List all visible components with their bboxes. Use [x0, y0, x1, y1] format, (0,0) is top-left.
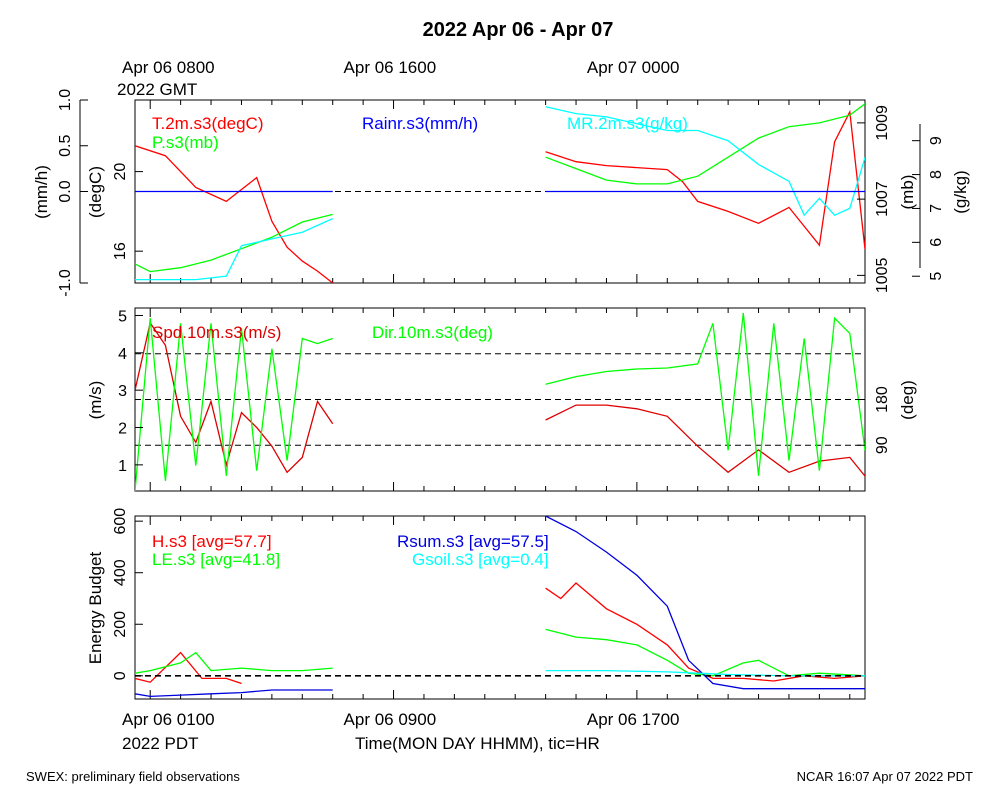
speed-tick-label: 2 [118, 421, 127, 438]
series-line-spd [135, 321, 334, 474]
chart-title: 2022 Apr 06 - Apr 07 [423, 19, 614, 41]
rain-axis-label: (mm/h) [32, 165, 51, 219]
footer-left: SWEX: preliminary field observations [26, 769, 240, 784]
mr-tick-label: 7 [928, 204, 945, 213]
legend-item: P.s3(mb) [152, 133, 219, 152]
series-line-t [135, 145, 334, 283]
pres-tick-label: 1007 [874, 181, 891, 217]
series-line-le [135, 651, 333, 674]
legend-item: H.s3 [avg=57.7] [152, 532, 272, 551]
pres-tick-label: 1009 [874, 105, 891, 141]
legend-item: LE.s3 [avg=41.8] [152, 550, 280, 569]
series-line-spd [545, 404, 865, 477]
series-line-mr [135, 218, 333, 281]
mr-tick-label: 8 [928, 170, 945, 179]
series-line-h [135, 651, 242, 685]
footer-right: NCAR 16:07 Apr 07 2022 PDT [797, 769, 973, 784]
legend-item: Gsoil.s3 [avg=0.4] [412, 550, 549, 569]
legend-item: Dir.10m.s3(deg) [372, 323, 493, 342]
flux-axis-label: Energy Budget [86, 551, 105, 664]
legend-item: Rainr.s3(mm/h) [362, 114, 478, 133]
plot-frame [134, 515, 866, 700]
series-line-rsum [135, 689, 333, 698]
flux-tick-label: 0 [112, 671, 129, 680]
mr-tick-label: 5 [928, 272, 945, 281]
series-line-p [545, 103, 865, 185]
temp-axis-label: (degC) [86, 166, 105, 218]
top-date-label: Apr 06 0800 [122, 58, 215, 77]
speed-axis-label: (m/s) [86, 381, 105, 420]
pres-axis-label: (mb) [898, 175, 917, 210]
bottom-date-label: Apr 06 1700 [587, 710, 680, 729]
legend-item: Rsum.s3 [avg=57.5] [397, 532, 549, 551]
rain-tick-label: 0.0 [57, 180, 74, 202]
speed-tick-label: 5 [118, 308, 127, 325]
bottom-date-label: Apr 06 0900 [344, 710, 437, 729]
x-axis-title: Time(MON DAY HHMM), tic=HR [355, 734, 600, 753]
top-date-label: 2022 GMT [117, 80, 197, 99]
speed-tick-label: 4 [118, 346, 127, 363]
bottom-date-label: Apr 06 0100 [122, 710, 215, 729]
series-line-dir [545, 313, 865, 476]
series-line-t [545, 109, 865, 250]
rain-tick-label: 1.0 [57, 89, 74, 111]
mr-tick-label: 6 [928, 238, 945, 247]
speed-tick-label: 1 [118, 458, 127, 475]
top-date-label: Apr 06 1600 [344, 58, 437, 77]
speed-tick-label: 3 [118, 383, 127, 400]
legend-item: Spd.10m.s3(m/s) [152, 323, 281, 342]
series-line-p [135, 213, 333, 273]
direction-axis-label: (deg) [898, 380, 917, 420]
flux-tick-label: 400 [112, 559, 129, 586]
series-line-dir [135, 318, 333, 491]
bottom-date-label: 2022 PDT [122, 734, 199, 753]
series-line-le [545, 628, 865, 677]
temp-tick-label: 16 [112, 242, 129, 260]
direction-tick-label: 90 [874, 436, 891, 454]
mr-axis-label: (g/kg) [951, 170, 970, 213]
flux-tick-label: 200 [112, 611, 129, 638]
legend-item: T.2m.s3(degC) [152, 114, 263, 133]
direction-tick-label: 180 [874, 386, 891, 413]
flux-tick-label: 600 [112, 508, 129, 535]
legend-item: MR.2m.s3(g/kg) [567, 114, 688, 133]
top-date-label: Apr 07 0000 [587, 58, 680, 77]
series-line-rsum [545, 516, 865, 690]
rain-tick-label: 0.5 [57, 135, 74, 157]
pres-tick-label: 1005 [874, 257, 891, 293]
temp-tick-label: 20 [112, 163, 129, 181]
series-line-mr [545, 106, 865, 217]
mr-tick-label: 9 [928, 136, 945, 145]
rain-tick-label: -1.0 [57, 269, 74, 297]
series-line-h [545, 582, 865, 682]
